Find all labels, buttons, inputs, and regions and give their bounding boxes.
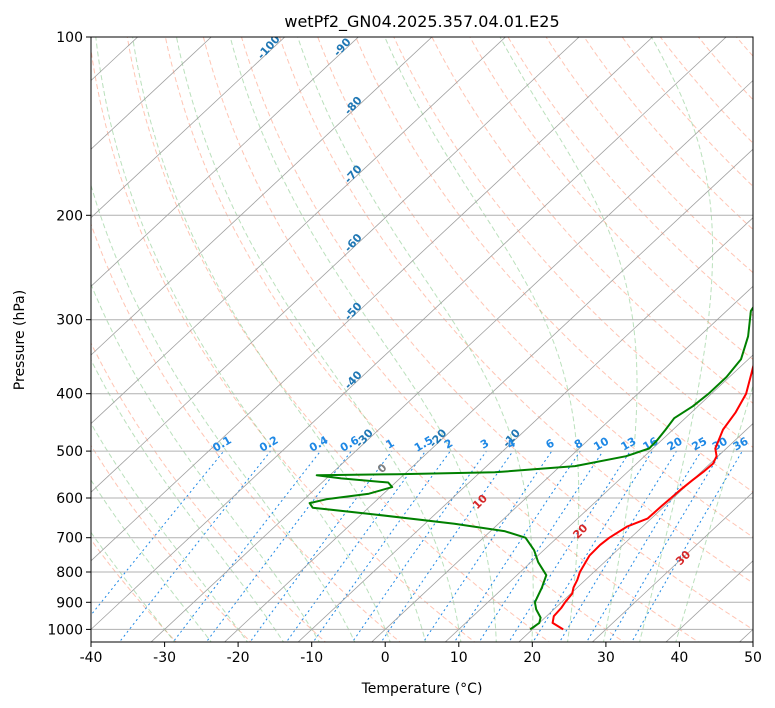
mixing-ratio-line [380, 450, 514, 642]
moist-adiabat [499, 37, 638, 642]
mixing-ratio-line [532, 450, 653, 642]
temperature-profile-line [551, 363, 753, 631]
isotherm-line [91, 37, 212, 150]
mixing-ratio-label: 3 [478, 437, 491, 452]
isotherm-label: -70 [342, 162, 365, 186]
x-tick-label: -10 [300, 650, 323, 666]
y-tick-label: 400 [56, 387, 83, 403]
x-tick-label: 0 [381, 650, 390, 666]
isotherm-line [591, 491, 753, 642]
dry-adiabat [202, 37, 700, 642]
dry-adiabat [545, 37, 753, 274]
dry-adiabat [91, 444, 252, 642]
isotherm-line [91, 37, 507, 425]
dry-adiabat [735, 37, 753, 57]
plot-frame [90, 36, 754, 643]
dry-adiabat [240, 37, 753, 630]
isotherm-line [91, 37, 580, 493]
isotherm-label: -60 [342, 231, 365, 255]
isotherm-label: -80 [342, 94, 365, 118]
dry-adiabat [355, 37, 753, 493]
x-tick-label: -30 [153, 650, 176, 666]
x-tick-label: -40 [80, 650, 103, 666]
moist-adiabat [91, 479, 212, 642]
y-tick-label: 900 [56, 595, 83, 611]
dry-adiabat [507, 37, 753, 317]
mixing-ratio-line [205, 450, 352, 642]
isotherm-line [91, 37, 286, 219]
isotherm-label: -90 [331, 35, 354, 59]
mixing-ratio-line [631, 450, 743, 642]
isotherm-line [738, 628, 753, 642]
y-tick-label: 100 [56, 30, 83, 46]
mixing-ratio-line [586, 450, 702, 642]
mixing-ratio-line [559, 450, 677, 642]
isotherm-line [91, 37, 654, 562]
x-tick-label: 40 [670, 650, 688, 666]
y-tick-label: 700 [56, 531, 83, 547]
isotherm-line [91, 37, 727, 630]
y-tick-label: 600 [56, 491, 83, 507]
x-tick-label: 10 [450, 650, 468, 666]
isotherm-label: -40 [342, 368, 365, 392]
isotherm-line [91, 37, 359, 287]
dry-adiabat [621, 37, 753, 187]
dry-adiabat [91, 46, 476, 642]
isotherm-line [297, 217, 753, 642]
x-tick-label: 30 [597, 650, 615, 666]
mixing-ratio-line [91, 450, 225, 616]
isotherm-line [150, 79, 753, 642]
moist-adiabat [297, 37, 534, 642]
isotherm-line [223, 148, 753, 642]
mixing-ratio-line [608, 450, 723, 642]
y-tick-label: 800 [56, 565, 83, 581]
moist-adiabat [91, 282, 320, 642]
adiabat-label: 20 [570, 521, 590, 541]
y-tick-label: 300 [56, 313, 83, 329]
isotherm-line [91, 37, 433, 356]
dry-adiabat [393, 37, 753, 448]
dry-adiabat [469, 37, 753, 361]
dry-adiabat [697, 37, 753, 101]
dry-adiabat [583, 37, 753, 231]
chart-title: wetPf2_GN04.2025.357.04.01.E25 [284, 12, 559, 32]
isotherm-line [0, 24, 5, 645]
x-axis-label: Temperature (°C) [361, 681, 483, 697]
dry-adiabat [91, 342, 327, 642]
dry-adiabat [763, 24, 775, 645]
x-tick-label: -20 [227, 650, 250, 666]
adiabat-label: 10 [470, 492, 490, 512]
mixing-ratio-label: 6 [543, 436, 556, 451]
moist-adiabat [384, 37, 580, 642]
moist-adiabat [91, 422, 249, 642]
mixing-ratio-line [508, 450, 631, 642]
dry-adiabat [126, 37, 551, 642]
mixing-ratio-label: 8 [572, 437, 585, 452]
y-tick-label: 200 [56, 208, 83, 224]
isotherm-line [444, 354, 753, 642]
y-axis-label: Pressure (hPa) [12, 290, 28, 390]
mixing-ratio-line [118, 450, 271, 642]
dry-adiabat [659, 37, 753, 144]
dry-adiabat [317, 37, 753, 538]
y-tick-label: 500 [56, 444, 83, 460]
y-tick-label: 1000 [47, 622, 83, 638]
isotherm-line [371, 285, 753, 642]
moist-adiabat [95, 37, 391, 642]
mixing-ratio-line [351, 450, 487, 642]
x-tick-label: 50 [744, 650, 762, 666]
moist-adiabat [91, 358, 285, 642]
mixing-ratio-line [312, 450, 451, 642]
isotherm-line [518, 423, 753, 642]
moist-adiabat [229, 37, 497, 642]
dewpoint-profile-line [308, 305, 753, 631]
x-tick-label: 20 [523, 650, 541, 666]
mixing-ratio-label: 2 [442, 437, 455, 452]
moist-adiabat [91, 183, 356, 642]
